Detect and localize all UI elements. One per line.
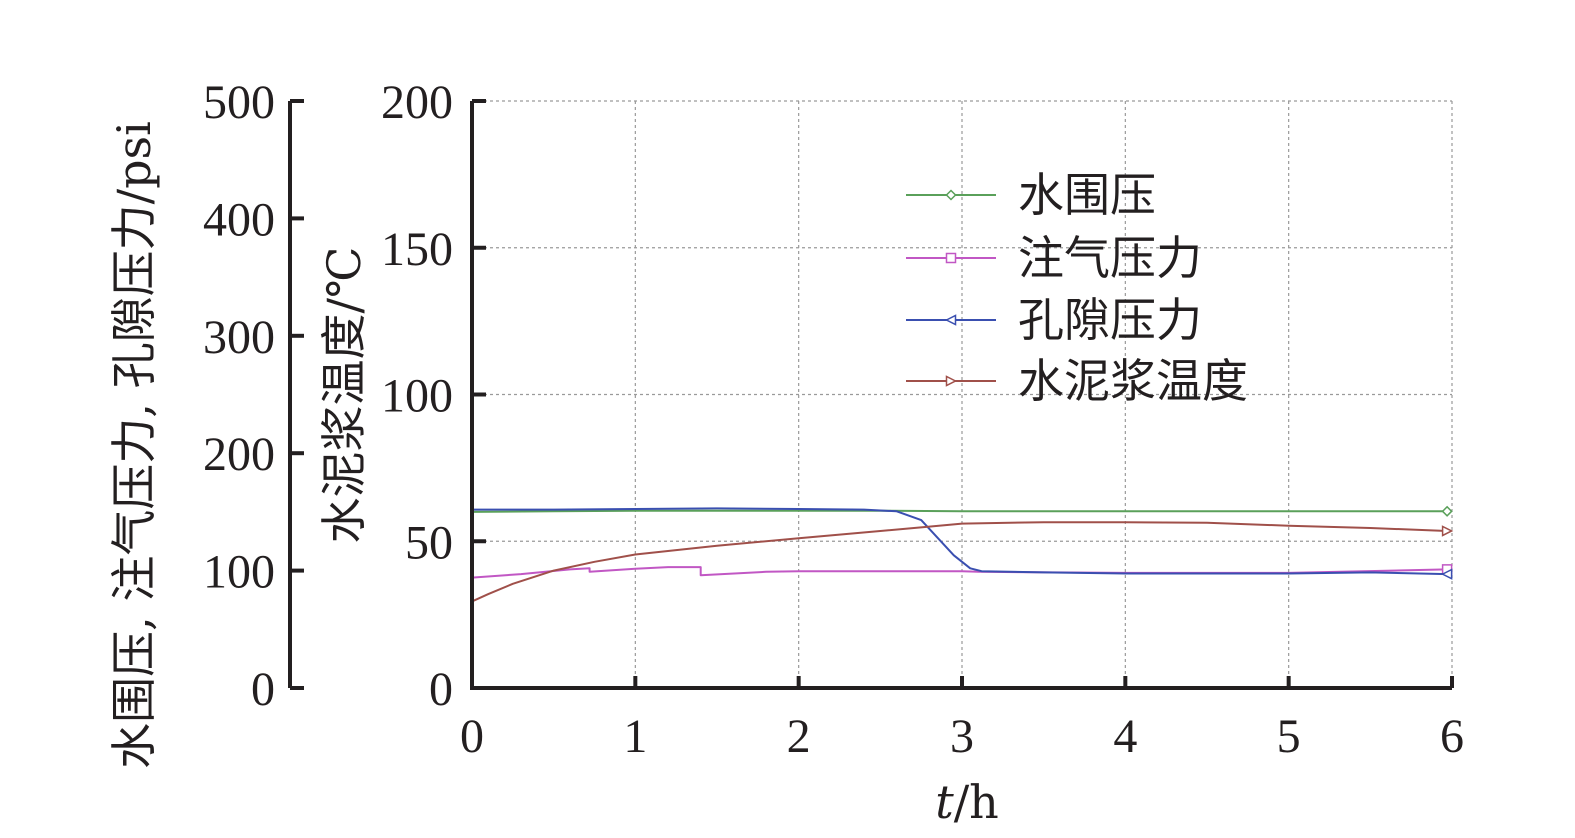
y-right-tick-label: 150 (381, 223, 453, 276)
y-left-tick-label: 0 (251, 663, 275, 716)
series-line (471, 521, 1448, 603)
series-end-marker (1440, 568, 1453, 580)
series-end-marker (1441, 525, 1454, 537)
legend-item: 注气压力 (906, 231, 1202, 285)
x-tick-label: 1 (623, 710, 647, 763)
x-axis-title: t/h (935, 775, 999, 829)
legend-item: 水泥浆温度 (906, 354, 1248, 408)
series-layer (471, 505, 1454, 603)
y-left-tick-label: 500 (203, 76, 275, 129)
series-diamond (471, 505, 1453, 517)
y-left-tick-label: 100 (203, 546, 275, 599)
grid-lines (472, 100, 1453, 688)
y-left-tick-label: 300 (203, 311, 275, 364)
x-tick-label: 6 (1440, 710, 1464, 763)
x-tick-label: 0 (460, 710, 484, 763)
y-left-tick-label: 200 (203, 428, 275, 481)
y-right-tick-label: 0 (429, 663, 453, 716)
legend-label: 孔隙压力 (1018, 293, 1202, 347)
y-left-tick-label: 400 (203, 193, 275, 246)
series-triangle-left (472, 507, 1453, 580)
x-tick-label: 5 (1277, 710, 1301, 763)
y-right-tick-label: 50 (405, 516, 453, 569)
x-tick-label: 4 (1113, 710, 1137, 763)
legend-swatch-marker (945, 189, 957, 201)
x-axis-title-unit: /h (954, 775, 999, 829)
legend-item: 水围压 (906, 168, 1156, 222)
legend-swatch-marker (944, 314, 957, 326)
legend-label: 水泥浆温度 (1018, 354, 1248, 408)
legend-swatch-marker (945, 252, 957, 264)
series-end-marker (1441, 505, 1453, 517)
legend-label: 水围压 (1018, 168, 1156, 222)
series-line (471, 509, 1448, 513)
x-tick-label: 3 (950, 710, 974, 763)
legend-swatch-marker (945, 375, 958, 387)
legend-item: 孔隙压力 (906, 293, 1202, 347)
series-triangle-right (471, 521, 1454, 603)
y-axis-right-title: 水泥浆温度/℃ (317, 247, 371, 544)
legend-label: 注气压力 (1018, 231, 1202, 285)
axes: 0 1 2 3 4 5 6 0 50 100 150 200 0 100 200 300 400 500 (203, 76, 1464, 763)
x-axis-title-variable: t (935, 775, 954, 829)
y-right-tick-label: 200 (381, 76, 453, 129)
y-axis-left-title: 水围压, 注气压力, 孔隙压力/psi (107, 121, 161, 769)
series-line (472, 507, 1448, 576)
x-tick-label: 2 (787, 710, 811, 763)
y-right-tick-label: 100 (381, 370, 453, 423)
